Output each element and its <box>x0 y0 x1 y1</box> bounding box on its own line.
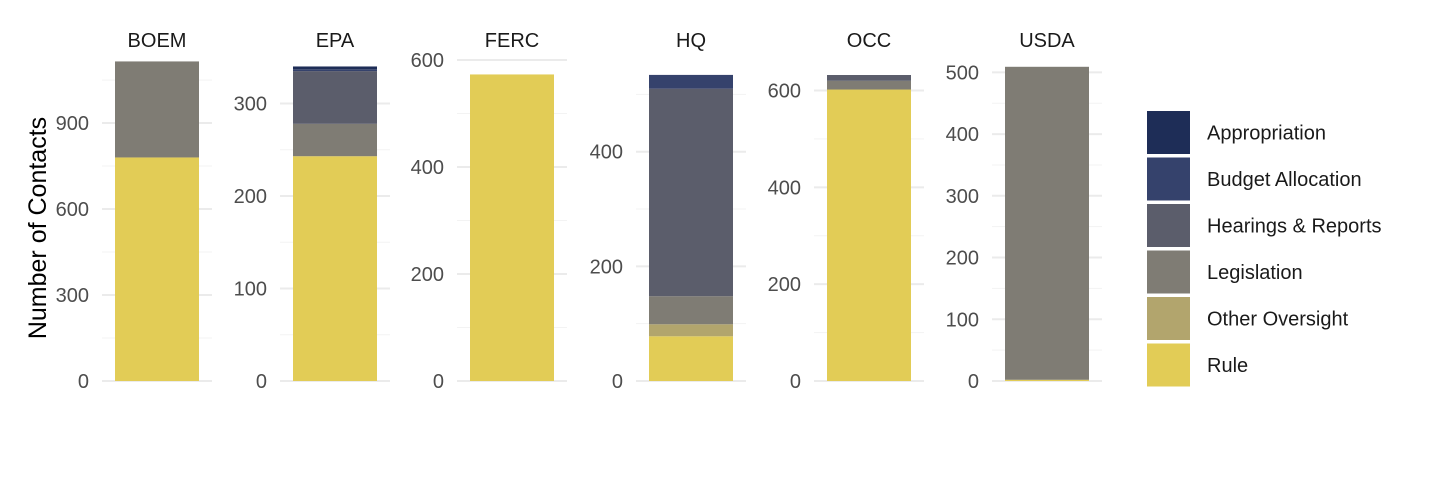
bar-segment-hq-hearings-and-reports <box>649 88 733 297</box>
y-tick-label: 600 <box>411 50 444 72</box>
y-tick-label: 200 <box>234 186 267 208</box>
y-tick-label: 0 <box>78 371 89 393</box>
bar-segment-epa-rule <box>293 156 377 381</box>
legend-label: Hearings & Reports <box>1207 216 1382 238</box>
panel-epa: 0 100 200 300 EPA <box>234 30 390 393</box>
legend: Appropriation Budget Allocation Hearings &… <box>1147 111 1382 387</box>
panel-hq: 0 200 400 HQ <box>590 30 746 393</box>
bar-segment-epa-hearings-and-reports <box>293 71 377 124</box>
bar-segment-epa-budget-allocation <box>293 69 377 72</box>
bar-segment-boem-rule <box>115 157 199 381</box>
legend-label: Budget Allocation <box>1207 169 1362 191</box>
y-tick-label: 0 <box>433 371 444 393</box>
y-tick-label: 300 <box>56 285 89 307</box>
panel-boem: 0 300 600 900 BOEM <box>56 30 212 393</box>
y-tick-label: 400 <box>590 142 623 164</box>
bar-segment-usda-legislation <box>1005 66 1089 380</box>
panel-occ: 0 200 400 600 OCC <box>768 30 924 393</box>
legend-key-appropriation <box>1147 111 1190 154</box>
legend-item-rule: Rule <box>1147 343 1248 387</box>
y-tick-label: 0 <box>968 371 979 393</box>
y-tick-label: 0 <box>256 371 267 393</box>
legend-item-other-oversight: Other Oversight <box>1147 297 1349 340</box>
bar-segment-hq-budget-allocation <box>649 74 733 89</box>
y-axis-title: Number of Contacts <box>24 117 52 339</box>
y-tick-label: 200 <box>590 256 623 278</box>
panel-title-boem: BOEM <box>128 30 187 52</box>
y-tick-label: 300 <box>946 186 979 208</box>
panel-ferc: 0 200 400 600 FERC <box>411 30 567 393</box>
y-tick-label: 200 <box>768 274 801 296</box>
legend-key-rule <box>1147 343 1190 387</box>
y-tick-label: 200 <box>411 264 444 286</box>
y-tick-label: 0 <box>790 371 801 393</box>
y-tick-label: 600 <box>768 81 801 103</box>
y-tick-label: 100 <box>234 278 267 300</box>
y-tick-label: 400 <box>946 124 979 146</box>
legend-key-hearings-and-reports <box>1147 204 1190 247</box>
y-tick-label: 900 <box>56 113 89 135</box>
legend-item-appropriation: Appropriation <box>1147 111 1326 154</box>
bar-segment-usda-rule <box>1005 379 1089 381</box>
legend-label: Legislation <box>1207 262 1303 284</box>
bar-segment-hq-legislation <box>649 296 733 325</box>
y-tick-label: 0 <box>612 371 623 393</box>
y-tick-label: 100 <box>946 309 979 331</box>
legend-label: Appropriation <box>1207 123 1326 145</box>
bar-segment-hq-other-oversight <box>649 324 733 337</box>
y-tick-label: 400 <box>411 157 444 179</box>
legend-key-other-oversight <box>1147 297 1190 340</box>
panel-title-epa: EPA <box>316 30 355 52</box>
y-tick-label: 500 <box>946 62 979 84</box>
legend-label: Rule <box>1207 355 1248 377</box>
legend-item-legislation: Legislation <box>1147 250 1303 294</box>
panel-usda: 0 100 200 300 400 500 USDA <box>946 30 1102 393</box>
legend-label: Other Oversight <box>1207 309 1349 331</box>
bar-segment-hq-rule <box>649 336 733 381</box>
bar-segment-occ-legislation <box>827 80 911 90</box>
panel-title-hq: HQ <box>676 30 706 52</box>
panel-title-occ: OCC <box>847 30 891 52</box>
bar-segment-epa-legislation <box>293 123 377 157</box>
facet-panels: 0 300 600 900 BOEM 0 100 200 300 EPA 0 200 400 600 FER… <box>56 30 1102 393</box>
y-tick-label: 200 <box>946 248 979 270</box>
legend-item-hearings-and-reports: Hearings & Reports <box>1147 204 1382 247</box>
bar-segment-boem-legislation <box>115 61 199 158</box>
y-tick-label: 300 <box>234 93 267 115</box>
y-tick-label: 600 <box>56 199 89 221</box>
bar-segment-occ-rule <box>827 89 911 381</box>
y-tick-label: 400 <box>768 177 801 199</box>
bar-segment-epa-appropriation <box>293 66 377 70</box>
bar-segment-ferc-rule <box>470 74 554 381</box>
legend-key-budget-allocation <box>1147 157 1190 201</box>
bar-segment-occ-hearings-and-reports <box>827 75 911 81</box>
panel-title-ferc: FERC <box>485 30 539 52</box>
legend-item-budget-allocation: Budget Allocation <box>1147 157 1362 201</box>
legend-key-legislation <box>1147 250 1190 294</box>
panel-title-usda: USDA <box>1019 30 1075 52</box>
